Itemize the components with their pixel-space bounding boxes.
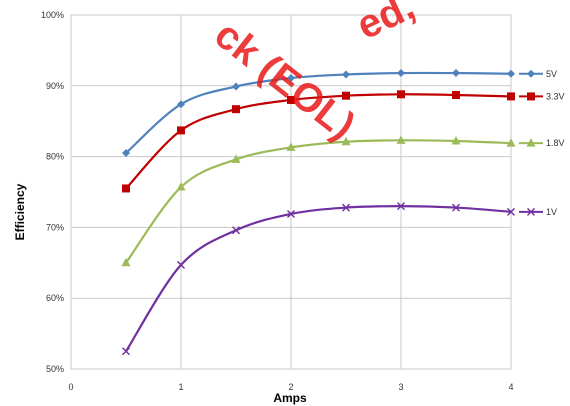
x-axis-title: Amps — [273, 391, 307, 405]
data-point-stroke — [287, 209, 295, 218]
y-tick-label: 80% — [46, 152, 64, 162]
legend-item-1v: 1V — [519, 207, 557, 217]
data-point — [397, 90, 405, 99]
data-point — [232, 226, 240, 235]
series-1v — [122, 202, 515, 356]
data-point — [231, 154, 241, 163]
data-point — [177, 100, 185, 109]
data-point-stroke — [452, 203, 460, 212]
data-point — [232, 82, 240, 91]
series-3-3v — [122, 90, 515, 193]
data-point — [526, 138, 536, 147]
y-tick-label: 60% — [46, 293, 64, 303]
y-axis-title: Efficiency — [13, 183, 27, 240]
data-point — [451, 136, 461, 145]
data-point — [506, 138, 516, 147]
legend-item-5v: 5V — [519, 69, 557, 79]
watermark-text-2: ck (EOL) — [206, 12, 363, 148]
data-point — [176, 182, 186, 191]
axis-tick-labels: 50% 60% 70% 80% 90% 100% 0 1 2 3 4 — [41, 10, 514, 392]
data-point-stroke — [527, 207, 535, 216]
data-point — [396, 135, 406, 144]
data-point — [527, 207, 535, 216]
data-point — [507, 92, 515, 101]
data-point — [232, 105, 240, 114]
data-point-stroke — [232, 226, 240, 235]
series-line — [125, 139, 512, 264]
data-point — [342, 203, 350, 212]
data-point — [397, 69, 405, 78]
y-tick-label: 50% — [46, 364, 64, 374]
y-tick-label: 70% — [46, 222, 64, 232]
data-point — [122, 149, 130, 158]
data-point — [286, 142, 296, 151]
legend-item-1-8v: 1.8V — [519, 138, 565, 148]
y-tick-label: 100% — [41, 10, 64, 20]
x-tick-label: 1 — [178, 382, 183, 392]
data-point — [287, 209, 295, 218]
data-point — [527, 69, 535, 78]
data-point — [452, 203, 460, 212]
legend-label: 5V — [546, 69, 557, 79]
legend: 5V 3.3V 1.8V 1V — [519, 69, 565, 217]
data-point — [287, 74, 295, 83]
data-point-stroke — [397, 202, 405, 211]
data-point — [527, 92, 535, 101]
x-tick-label: 2 — [288, 382, 293, 392]
x-tick-label: 4 — [508, 382, 513, 392]
data-point — [177, 260, 185, 269]
grid-lines — [70, 14, 512, 370]
data-point — [342, 70, 350, 79]
data-point — [452, 69, 460, 78]
legend-item-3-3v: 3.3V — [519, 91, 565, 101]
legend-label: 1V — [546, 207, 557, 217]
series-1-8v — [121, 135, 516, 267]
data-point — [397, 202, 405, 211]
data-point — [507, 207, 515, 216]
data-point-stroke — [177, 260, 185, 269]
data-point — [342, 91, 350, 100]
data-point — [122, 184, 130, 193]
data-point-stroke — [507, 207, 515, 216]
data-point — [507, 69, 515, 78]
data-point-stroke — [122, 347, 130, 356]
data-point — [121, 257, 131, 267]
series-lines — [121, 69, 516, 356]
series-line — [125, 205, 512, 352]
legend-label: 1.8V — [546, 138, 565, 148]
data-point — [122, 347, 130, 356]
data-point — [177, 126, 185, 135]
legend-label: 3.3V — [546, 91, 565, 101]
data-point — [287, 95, 295, 104]
data-point — [452, 91, 460, 100]
series-5v — [122, 69, 515, 158]
watermark-text-1: ed, — [350, 0, 421, 48]
y-tick-label: 90% — [46, 81, 64, 91]
data-point-stroke — [342, 203, 350, 212]
x-tick-label: 3 — [398, 382, 403, 392]
x-tick-label: 0 — [68, 382, 73, 392]
data-point — [341, 136, 351, 146]
